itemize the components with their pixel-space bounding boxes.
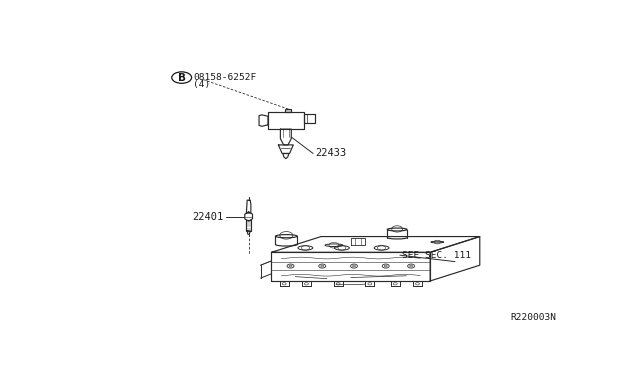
Polygon shape <box>285 109 291 112</box>
Text: 22433: 22433 <box>316 148 347 158</box>
Text: R220003N: R220003N <box>510 314 556 323</box>
Text: (4): (4) <box>193 80 211 89</box>
Text: B: B <box>178 73 186 83</box>
Text: 22401: 22401 <box>193 212 224 221</box>
Text: 08158-6252F: 08158-6252F <box>193 73 257 82</box>
Text: SEE SEC. 111: SEE SEC. 111 <box>403 251 472 260</box>
